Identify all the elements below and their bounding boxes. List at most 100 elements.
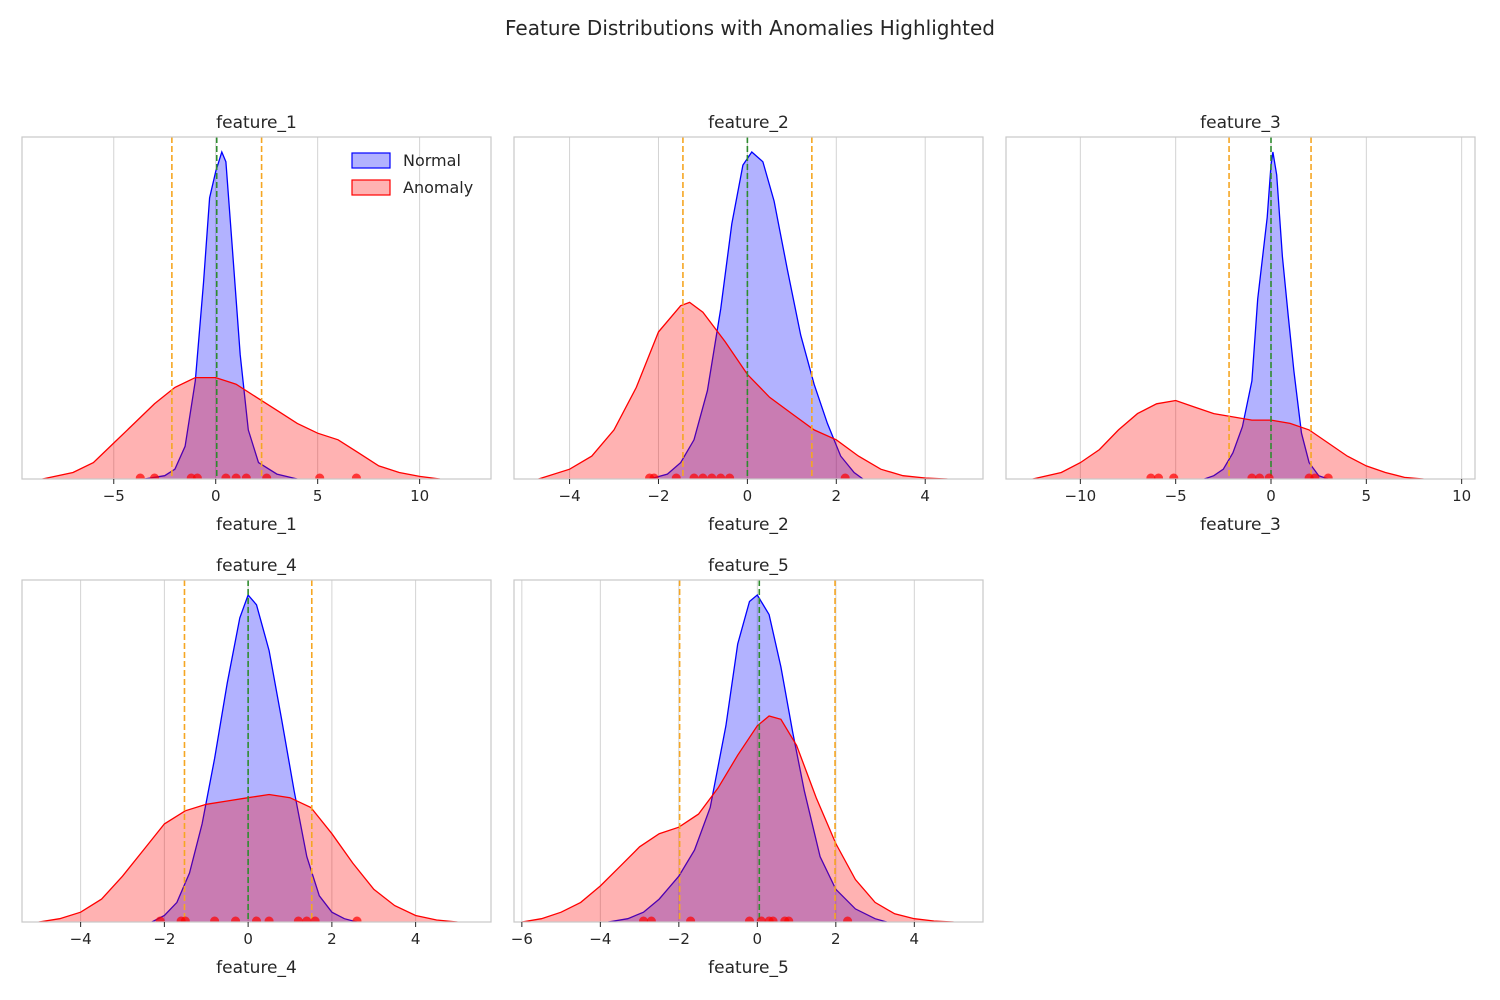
normal-density-area [608,595,887,922]
x-tick-label: 4 [920,487,930,505]
x-tick-label: 2 [327,930,337,948]
x-tick-label: 4 [411,930,421,948]
x-tick-label: −5 [103,487,125,505]
anomaly-point [155,916,165,922]
anomaly-point [686,916,696,922]
x-tick-label: −2 [647,487,669,505]
anomaly-density-line [521,715,954,922]
anomaly-density-line [1032,399,1424,479]
anomaly-density-area [38,794,458,922]
panel-feature_1: −5 0 5 10 feature_1 feature_1 Normal Anomaly [21,113,492,535]
plot-area [1032,137,1424,479]
panel-title: feature_4 [216,556,297,576]
anomaly-density-area [1032,400,1424,479]
anomaly-point [744,916,754,922]
anomaly-density-line [42,376,441,479]
normal-density-line [151,593,358,922]
anomaly-point [1310,473,1320,479]
x-tick-label: 0 [1266,487,1276,505]
x-axis-label: feature_2 [708,515,789,535]
x-tick-label: −4 [589,930,611,948]
anomaly-point [1169,473,1179,479]
anomaly-point [639,916,649,922]
panel-feature_5: −6 −4 −2 0 2 4 feature_5 feature_5 [511,556,984,978]
anomaly-point [135,473,145,479]
anomaly-density-area [42,377,441,479]
legend: Normal Anomaly [351,151,473,197]
x-tick-label: 4 [910,930,920,948]
plot-area [38,580,458,922]
axes-frame [21,136,492,480]
anomaly-density-area [538,302,948,479]
x-tick-label: 10 [1452,487,1471,505]
figure-title: Feature Distributions with Anomalies Hig… [505,16,995,40]
normal-density-area [649,152,863,479]
normal-density-line [608,594,887,922]
anomaly-point [315,473,325,479]
anomaly-point [302,916,312,922]
anomaly-legend-swatch [351,179,391,196]
anomaly-point [768,916,778,922]
plot-area [538,137,948,479]
anomaly-point [843,916,853,922]
axes-frame [21,579,492,923]
x-tick-label: 5 [1362,487,1372,505]
anomaly-point [293,916,303,922]
anomaly-point [262,473,272,479]
normal-density-area [151,595,357,922]
x-tick-label: 10 [410,487,429,505]
anomaly-point [192,473,202,479]
anomaly-point [1154,473,1164,479]
axes-frame [1005,136,1476,480]
x-axis-label: feature_1 [216,515,297,535]
anomaly-point [689,473,699,479]
anomaly-point [1146,473,1156,479]
x-axis-label: feature_3 [1200,515,1281,535]
anomaly-point [180,916,190,922]
panel-feature_4: −4 −2 0 2 4 feature_4 feature_4 [21,556,492,978]
anomaly-point [649,473,659,479]
panel-feature_3: −10 −5 0 5 10 feature_3 feature_3 [1005,113,1476,535]
anomaly-point [310,916,320,922]
x-tick-label: 0 [243,930,253,948]
x-tick-label: −2 [668,930,690,948]
normal-density-line [144,150,298,479]
x-tick-label: −10 [1065,487,1097,505]
normal-density-area [144,152,298,479]
normal-legend-swatch [351,152,391,169]
anomaly-point [351,473,361,479]
x-tick-label: −4 [559,487,581,505]
anomaly-point [231,916,241,922]
x-tick-label: 2 [831,930,841,948]
plot-area [42,137,441,479]
anomaly-density-line [538,301,948,479]
anomaly-point [671,473,681,479]
anomaly-point [1323,473,1333,479]
anomaly-point [1247,473,1257,479]
panel-title: feature_5 [708,556,789,576]
axes-frame [513,579,984,923]
anomaly-point [241,473,251,479]
normal-density-area [1204,152,1329,479]
panel-title: feature_3 [1200,113,1281,133]
anomaly-point [1255,473,1265,479]
anomaly-point [756,916,766,922]
panel-title: feature_1 [216,113,297,133]
x-axis-label: feature_5 [708,958,789,978]
anomaly-point [1264,473,1274,479]
x-tick-label: 2 [832,487,842,505]
panel-feature_2: −4 −2 0 2 4 feature_2 feature_2 [513,113,984,535]
x-tick-label: 5 [313,487,323,505]
x-tick-label: −2 [153,930,175,948]
anomaly-point [707,473,717,479]
anomaly-point [784,916,794,922]
anomaly-point [698,473,708,479]
anomaly-point [725,473,735,479]
x-tick-label: −5 [1165,487,1187,505]
anomaly-point [221,473,231,479]
anomaly-point [150,473,160,479]
anomaly-density-area [521,716,954,922]
axes-frame [513,136,984,480]
anomaly-point [840,473,850,479]
